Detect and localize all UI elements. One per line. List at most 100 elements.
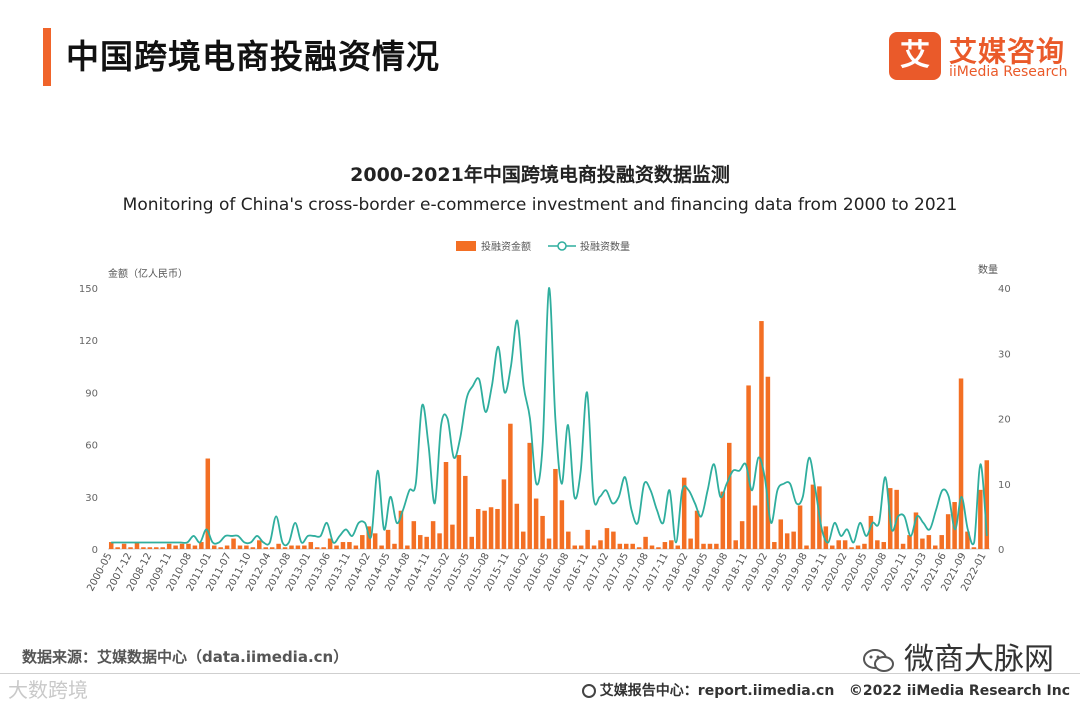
bar xyxy=(855,545,861,549)
bar xyxy=(237,545,243,549)
bar xyxy=(302,545,307,549)
bar xyxy=(875,540,880,549)
bar xyxy=(424,536,429,549)
bar xyxy=(417,535,423,549)
bar xyxy=(636,547,642,549)
y-left-tick-label: 30 xyxy=(85,493,98,504)
bar xyxy=(823,526,829,549)
bar xyxy=(752,505,758,549)
chart-subtitle: Monitoring of China's cross-border e-com… xyxy=(122,195,958,215)
bar xyxy=(430,521,436,549)
count-series-line xyxy=(111,287,988,547)
bar xyxy=(250,547,256,549)
wechat-name: 微商大脉网 xyxy=(904,642,1054,677)
bar xyxy=(566,531,571,549)
bar xyxy=(778,519,784,549)
bar xyxy=(797,505,803,549)
bar xyxy=(772,542,777,549)
bar xyxy=(862,543,867,549)
bar xyxy=(527,442,532,549)
bar xyxy=(443,462,449,549)
bar xyxy=(463,475,468,549)
bar xyxy=(688,538,693,549)
bar xyxy=(334,545,339,549)
bar xyxy=(746,385,751,549)
bar xyxy=(958,378,964,549)
bar xyxy=(585,529,590,549)
y-left-tick-label: 60 xyxy=(85,441,98,452)
bar xyxy=(739,521,745,549)
bar xyxy=(147,547,153,549)
wechat-icon xyxy=(863,648,894,672)
left-axis-label: 金额（亿人民币） xyxy=(108,267,188,280)
bar xyxy=(469,536,474,549)
bar xyxy=(701,543,706,549)
bar xyxy=(881,542,887,549)
globe-icon xyxy=(581,684,596,698)
bar xyxy=(591,545,597,549)
bar xyxy=(276,543,281,549)
report-link[interactable]: 艾媒报告中心：report.iimedia.cn xyxy=(599,683,835,699)
bar xyxy=(804,545,809,549)
legend-label-count: 投融资数量 xyxy=(580,240,630,253)
bar xyxy=(314,547,320,549)
bar xyxy=(842,540,848,549)
bar xyxy=(353,545,359,549)
bar xyxy=(907,535,912,549)
bar xyxy=(205,458,211,549)
y-right-tick-label: 30 xyxy=(998,349,1011,360)
bar xyxy=(559,500,565,549)
bar xyxy=(263,547,268,549)
bar xyxy=(392,543,397,549)
bar xyxy=(720,491,726,549)
bar xyxy=(456,455,462,549)
bar xyxy=(830,545,835,549)
bar xyxy=(173,545,178,549)
bar xyxy=(166,543,172,549)
bar xyxy=(520,531,526,549)
bar xyxy=(598,540,603,549)
y-left-tick-label: 150 xyxy=(79,284,98,295)
bar xyxy=(578,545,584,549)
bar xyxy=(714,543,719,549)
bar xyxy=(327,538,333,549)
bar xyxy=(765,376,771,549)
bar xyxy=(244,545,249,549)
bar xyxy=(900,543,906,549)
bar xyxy=(257,540,262,549)
bar xyxy=(727,442,732,549)
logo-name-cn: 艾媒咨询 xyxy=(949,35,1066,68)
bar xyxy=(533,498,539,549)
bar xyxy=(282,547,288,549)
bar xyxy=(269,547,275,549)
legend-marker-count xyxy=(557,241,567,251)
watermark: 大数跨境 xyxy=(8,678,88,702)
bar xyxy=(611,531,616,549)
footer-divider xyxy=(0,673,1080,674)
title-accent-bar xyxy=(43,28,51,86)
bar xyxy=(868,515,874,549)
bar xyxy=(971,547,977,549)
bar xyxy=(179,543,185,549)
bar xyxy=(681,477,687,549)
bar xyxy=(617,543,623,549)
y-left-tick-label: 120 xyxy=(79,336,98,347)
bar xyxy=(372,533,378,549)
legend-label-amount: 投融资金额 xyxy=(481,240,531,253)
bar xyxy=(759,321,764,549)
bar xyxy=(540,515,545,549)
bar xyxy=(624,543,629,549)
legend-swatch-amount xyxy=(456,241,476,251)
bar xyxy=(791,531,796,549)
bar xyxy=(405,545,410,549)
bar xyxy=(199,542,204,549)
bar xyxy=(965,531,970,549)
bar xyxy=(379,545,384,549)
bar xyxy=(488,507,494,549)
bar xyxy=(675,545,681,549)
bar xyxy=(630,543,635,549)
bar xyxy=(662,542,668,549)
bar xyxy=(939,535,944,549)
bar xyxy=(933,545,938,549)
